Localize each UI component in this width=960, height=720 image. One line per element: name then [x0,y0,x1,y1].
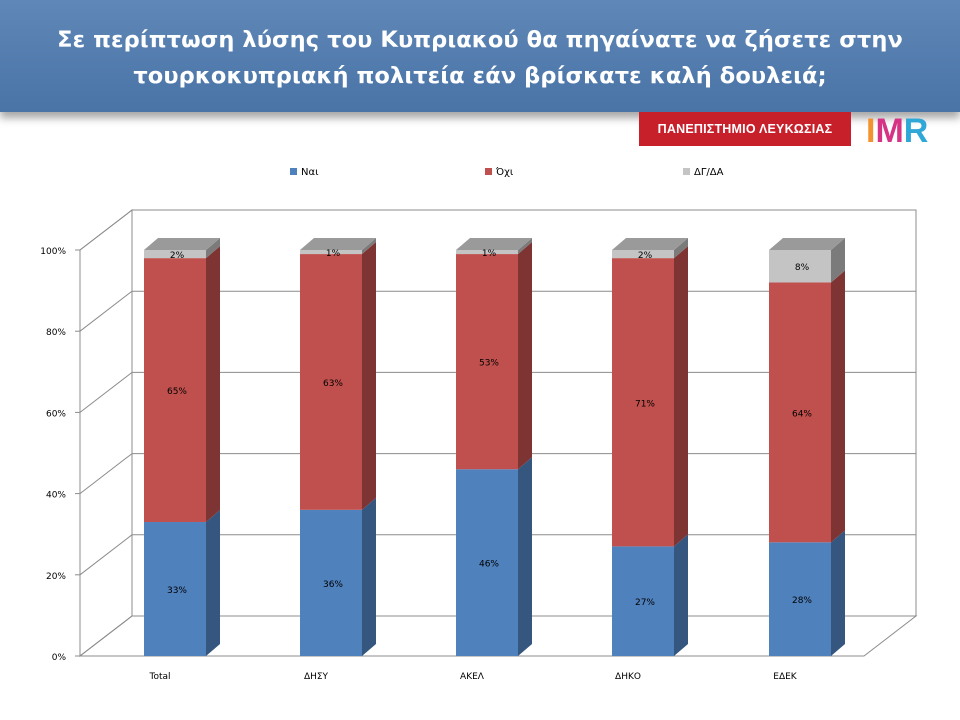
bar-side [518,238,532,255]
y-tick-label: 60% [46,409,66,419]
legend-label: ΔΓ/ΔΑ [694,167,724,178]
bar-side [831,238,845,283]
x-category-label: Total [148,672,170,682]
legend-label: Ναι [301,167,319,178]
bar-side [518,457,532,656]
data-label: 28% [792,596,812,606]
title-line-1: Σε περίπτωση λύσης του Κυπριακού θα πηγα… [57,27,903,53]
bar-side [674,238,688,259]
bar-segment [300,250,362,255]
page-title: Σε περίπτωση λύσης του Κυπριακού θα πηγα… [40,22,920,94]
bar-side [362,497,376,656]
data-label: 65% [167,387,187,397]
gridline [79,209,916,251]
y-tick-label: 80% [46,328,66,338]
data-label: 36% [323,580,343,590]
university-logo: ΠΑΝΕΠΙΣΤΗΜΙΟ ΛΕΥΚΩΣΙΑΣ [639,112,851,146]
data-label: 53% [479,359,499,369]
data-label: 27% [635,598,655,608]
data-label: 2% [638,251,653,261]
data-label: 1% [326,249,341,259]
bar-side [831,270,845,543]
side-wall [79,208,133,658]
data-label: 71% [635,399,655,409]
bar-top [769,238,845,250]
data-label: 46% [479,560,499,570]
data-label: 33% [167,586,187,596]
bar-side [206,246,220,523]
bar-segment [300,254,362,510]
data-label: 63% [323,379,343,389]
bar-side [518,242,532,470]
bar-side [206,238,220,259]
x-category-label: ΕΔΕΚ [773,672,798,682]
bar-segment [456,254,518,470]
bar-side [831,530,845,656]
data-label: 8% [795,263,810,273]
bar-segment [769,282,831,543]
y-tick-label: 0% [52,653,67,663]
legend-swatch [683,168,690,175]
bar-top [456,238,532,250]
data-label: 64% [792,409,812,419]
legend-swatch [290,168,297,175]
imr-logo-text: IMR [866,112,928,150]
stacked-bar-chart: 0% 20% 40% 60% 80% 100% Ναι Όχι ΔΓ/ΔΑ 33% 65% 2% Tot… [40,166,918,682]
bar-segment [769,250,831,283]
imr-logo-letter: R [904,112,929,150]
title-line-2: τουρκοκυπριακή πολιτεία εάν βρίσκατε καλ… [133,63,827,89]
bar-top [144,238,220,250]
title-banner: Σε περίπτωση λύσης του Κυπριακού θα πηγα… [0,0,960,112]
bar-segment [144,522,206,656]
bar-segment [300,509,362,656]
bar-segment [456,250,518,255]
data-label: 2% [170,251,185,261]
bar-side [206,510,220,656]
legend-label: Όχι [495,166,514,178]
bar-side [674,246,688,547]
bar-side [674,534,688,656]
data-label: 1% [482,249,497,259]
x-category-label: ΔΗΣΥ [304,672,329,682]
bar-side [362,238,376,255]
bar-segment [612,546,674,656]
y-tick-label: 40% [46,491,66,501]
bar-top [300,238,376,250]
x-category-label: ΑΚΕΛ [460,672,485,682]
bar-segment [612,258,674,547]
legend-swatch [485,168,492,175]
imr-logo-letter: M [875,112,903,150]
x-category-label: ΔΗΚΟ [615,672,641,682]
imr-logo-letter: I [866,112,875,150]
bar-segment [144,250,206,259]
y-tick-label: 100% [40,247,66,257]
bar-top [612,238,688,250]
bar-segment [144,258,206,523]
imr-logo: IMR [866,112,928,150]
y-tick-label: 20% [46,572,66,582]
bar-side [362,242,376,510]
bar-segment [456,469,518,656]
bar-segment [612,250,674,259]
bar-segment [769,542,831,656]
